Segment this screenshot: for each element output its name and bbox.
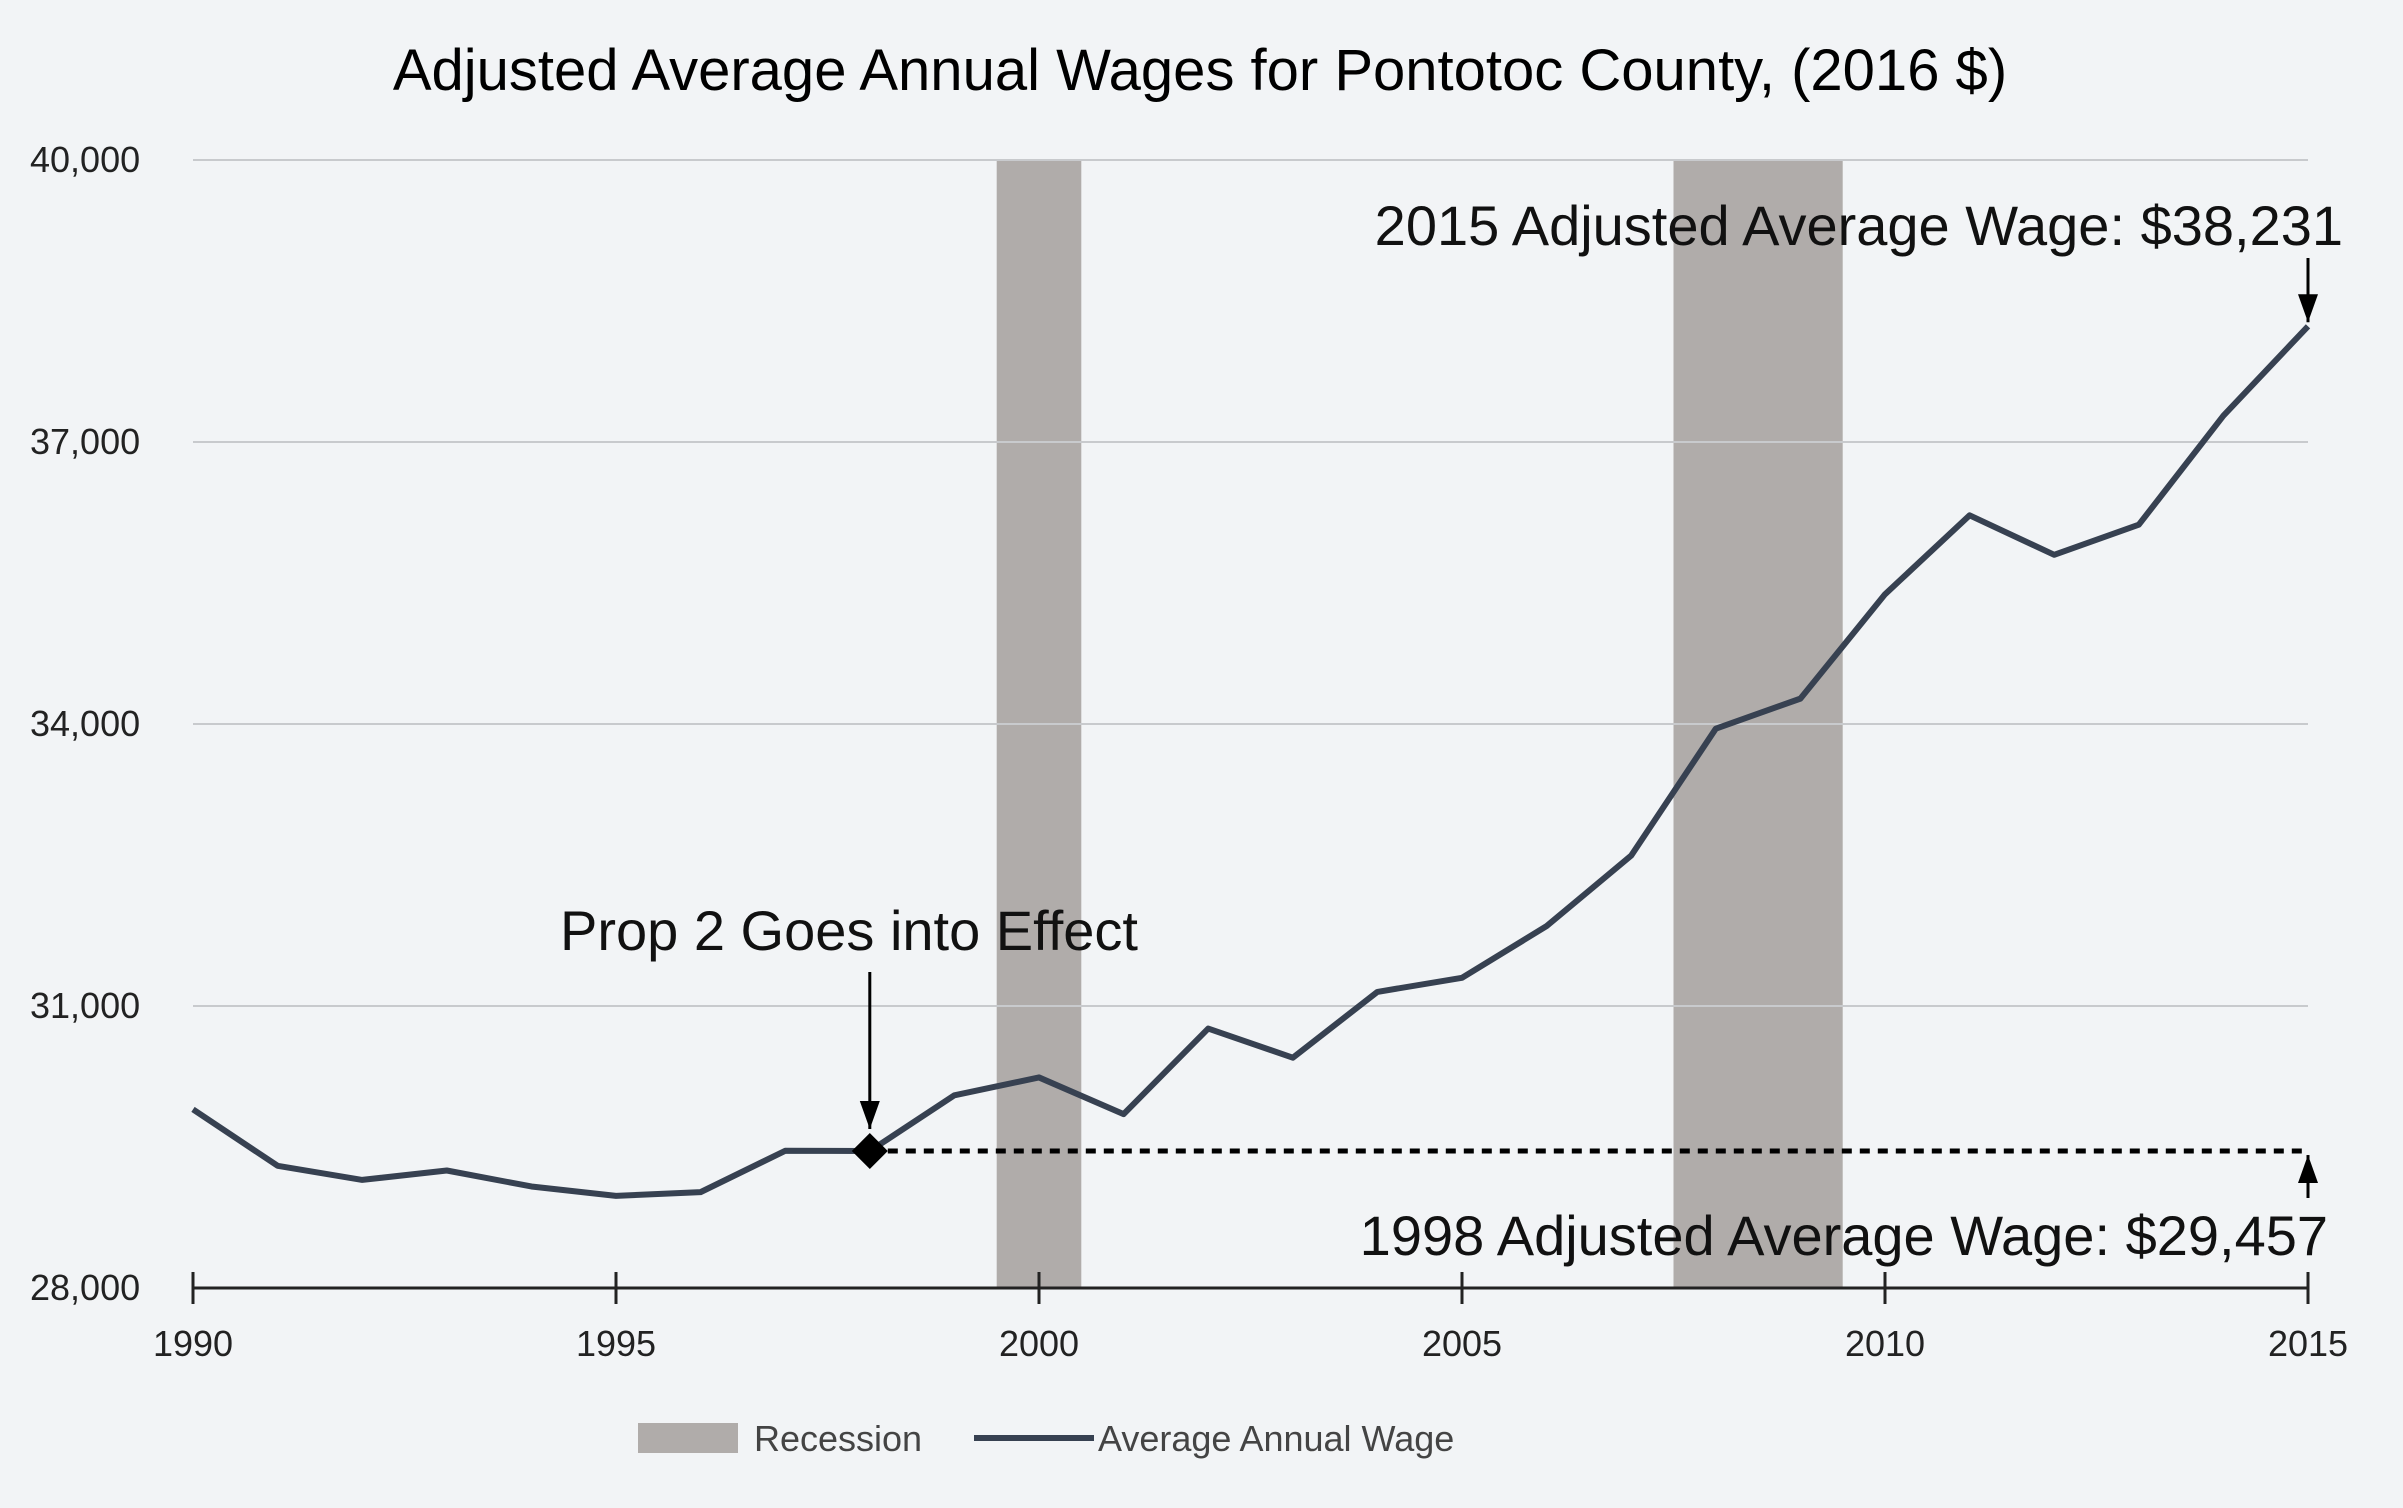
prop2-arrow xyxy=(859,972,880,1130)
legend-recession-swatch xyxy=(638,1423,738,1453)
series-line-average-annual-wage xyxy=(191,324,2311,1199)
prop2-annotation: Prop 2 Goes into Effect xyxy=(560,899,1138,962)
wage-1998-annotation: 1998 Adjusted Average Wage: $29,457 xyxy=(1360,1204,2328,1267)
x-axis: 1990 1995 2000 2005 2010 2015 xyxy=(153,1272,2348,1364)
y-tick-label: 40,000 xyxy=(30,139,140,180)
legend-line-label: Average Annual Wage xyxy=(1098,1418,1454,1459)
y-tick-label: 28,000 xyxy=(30,1267,140,1308)
series-lines xyxy=(191,324,2311,1199)
legend: Recession Average Annual Wage xyxy=(638,1418,1454,1459)
legend-recession-label: Recession xyxy=(754,1418,922,1459)
gridlines xyxy=(193,159,2308,1007)
x-tick-label: 2005 xyxy=(1422,1323,1502,1364)
y-tick-label: 37,000 xyxy=(30,421,140,462)
wage-2015-annotation: 2015 Adjusted Average Wage: $38,231 xyxy=(1375,194,2343,257)
x-tick-label: 2010 xyxy=(1845,1323,1925,1364)
wage-2015-arrow-head xyxy=(2298,294,2318,323)
annotations: Prop 2 Goes into Effect 2015 Adjusted Av… xyxy=(560,194,2343,1267)
prop2-marker xyxy=(851,1133,888,1170)
y-tick-label: 34,000 xyxy=(30,703,140,744)
prop2-arrow-head xyxy=(859,1101,880,1130)
x-tick-label: 2015 xyxy=(2268,1323,2348,1364)
wage-1998-arrow-head xyxy=(2298,1155,2318,1184)
wage-1998-arrow xyxy=(2298,1155,2318,1198)
x-tick-label: 1990 xyxy=(153,1323,233,1364)
y-tick-label: 31,000 xyxy=(30,985,140,1026)
y-axis-ticks: 28,000 31,000 34,000 37,000 40,000 xyxy=(30,139,140,1308)
wage-2015-arrow xyxy=(2298,258,2318,323)
x-tick-label: 2000 xyxy=(999,1323,1079,1364)
x-tick-label: 1995 xyxy=(576,1323,656,1364)
prop2-diamond xyxy=(851,1133,888,1170)
chart-title: Adjusted Average Annual Wages for Pontot… xyxy=(393,38,2007,103)
